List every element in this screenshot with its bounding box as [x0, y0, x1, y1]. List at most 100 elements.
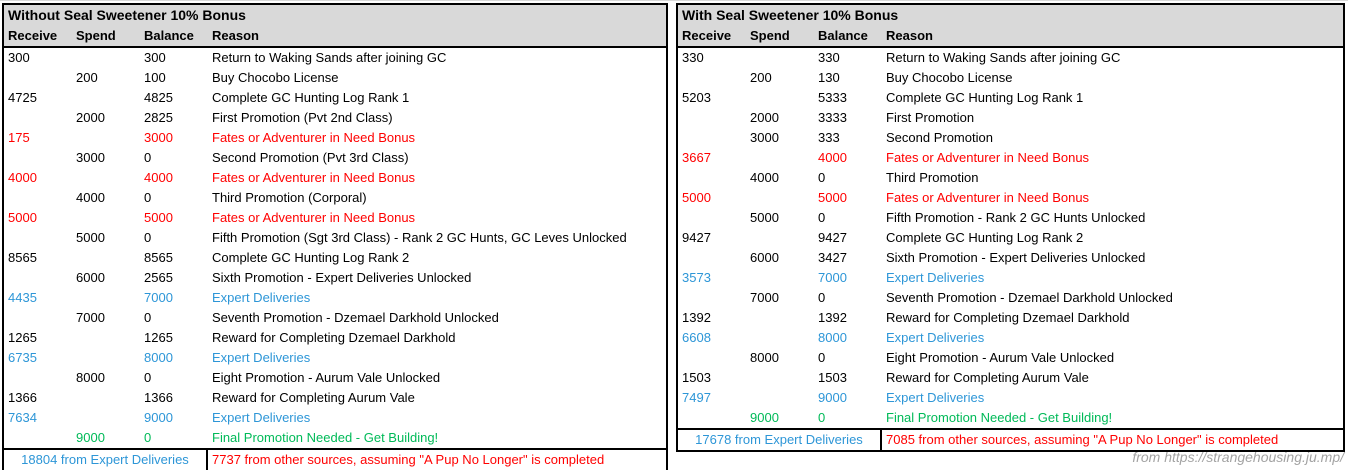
reason-cell[interactable]: Fates or Adventurer in Need Bonus — [212, 210, 416, 225]
balance-cell[interactable]: 5000 — [818, 190, 847, 205]
spend-cell[interactable]: 7000 — [76, 310, 105, 325]
balance-cell[interactable]: 2825 — [144, 110, 173, 125]
spend-cell[interactable] — [746, 88, 814, 108]
receive-cell[interactable]: 1265 — [8, 330, 37, 345]
receive-cell[interactable]: 1503 — [682, 370, 711, 385]
balance-cell[interactable]: 0 — [144, 230, 152, 245]
spend-cell[interactable] — [72, 328, 140, 348]
balance-cell[interactable]: 9427 — [818, 230, 847, 245]
receive-cell[interactable]: 6608 — [682, 330, 711, 345]
receive-cell[interactable] — [678, 68, 746, 88]
spend-cell[interactable]: 8000 — [76, 370, 105, 385]
spend-cell[interactable] — [72, 208, 140, 228]
reason-cell[interactable]: Second Promotion (Pvt 3rd Class) — [212, 150, 409, 165]
receive-cell[interactable]: 9427 — [682, 230, 711, 245]
spend-cell[interactable]: 3000 — [750, 130, 779, 145]
reason-cell[interactable]: Fates or Adventurer in Need Bonus — [886, 190, 1090, 205]
reason-cell[interactable]: Seventh Promotion - Dzemael Darkhold Unl… — [886, 290, 1173, 305]
spend-cell[interactable]: 3000 — [76, 150, 105, 165]
receive-cell[interactable] — [4, 268, 72, 288]
balance-cell[interactable]: 0 — [144, 150, 152, 165]
receive-cell[interactable] — [678, 208, 746, 228]
receive-cell[interactable] — [678, 168, 746, 188]
reason-cell[interactable]: Expert Deliveries — [212, 350, 311, 365]
reason-cell[interactable]: Buy Chocobo License — [212, 70, 339, 85]
balance-cell[interactable]: 8000 — [818, 330, 847, 345]
spend-cell[interactable] — [746, 268, 814, 288]
reason-cell[interactable]: Third Promotion — [886, 170, 979, 185]
balance-cell[interactable]: 3427 — [818, 250, 847, 265]
receive-cell[interactable] — [4, 428, 72, 448]
reason-cell[interactable]: First Promotion (Pvt 2nd Class) — [212, 110, 393, 125]
spend-cell[interactable] — [746, 388, 814, 408]
receive-cell[interactable]: 3573 — [682, 270, 711, 285]
receive-cell[interactable] — [678, 108, 746, 128]
spend-cell[interactable] — [72, 348, 140, 368]
spend-cell[interactable]: 2000 — [76, 110, 105, 125]
reason-cell[interactable]: Expert Deliveries — [886, 270, 985, 285]
reason-cell[interactable]: Expert Deliveries — [886, 330, 985, 345]
spend-cell[interactable]: 200 — [76, 70, 98, 85]
balance-cell[interactable]: 4825 — [144, 90, 173, 105]
reason-cell[interactable]: Sixth Promotion - Expert Deliveries Unlo… — [212, 270, 472, 285]
spend-cell[interactable]: 9000 — [750, 410, 779, 425]
reason-cell[interactable]: Complete GC Hunting Log Rank 2 — [886, 230, 1084, 245]
balance-cell[interactable]: 1503 — [818, 370, 847, 385]
reason-cell[interactable]: Sixth Promotion - Expert Deliveries Unlo… — [886, 250, 1146, 265]
spend-cell[interactable]: 6000 — [750, 250, 779, 265]
receive-cell[interactable]: 4725 — [8, 90, 37, 105]
balance-cell[interactable]: 300 — [144, 50, 166, 65]
balance-cell[interactable]: 0 — [818, 170, 826, 185]
spend-cell[interactable] — [746, 48, 814, 68]
reason-cell[interactable]: Reward for Completing Dzemael Darkhold — [212, 330, 456, 345]
receive-cell[interactable] — [4, 148, 72, 168]
balance-cell[interactable]: 5333 — [818, 90, 847, 105]
reason-cell[interactable]: Expert Deliveries — [212, 410, 311, 425]
receive-cell[interactable]: 3667 — [682, 150, 711, 165]
receive-cell[interactable] — [678, 248, 746, 268]
receive-cell[interactable] — [4, 68, 72, 88]
receive-cell[interactable]: 6735 — [8, 350, 37, 365]
reason-cell[interactable]: Final Promotion Needed - Get Building! — [886, 410, 1113, 425]
reason-cell[interactable]: Complete GC Hunting Log Rank 2 — [212, 250, 410, 265]
balance-cell[interactable]: 0 — [818, 410, 826, 425]
footer-other-sources-total[interactable]: 7737 from other sources, assuming "A Pup… — [212, 452, 605, 467]
spend-cell[interactable]: 4000 — [76, 190, 105, 205]
spend-cell[interactable]: 200 — [750, 70, 772, 85]
reason-cell[interactable]: Seventh Promotion - Dzemael Darkhold Unl… — [212, 310, 499, 325]
reason-cell[interactable]: Reward for Completing Dzemael Darkhold — [886, 310, 1130, 325]
reason-cell[interactable]: Buy Chocobo License — [886, 70, 1013, 85]
reason-cell[interactable]: Eight Promotion - Aurum Vale Unlocked — [886, 350, 1115, 365]
reason-cell[interactable]: Fates or Adventurer in Need Bonus — [886, 150, 1090, 165]
balance-cell[interactable]: 5000 — [144, 210, 173, 225]
reason-cell[interactable]: Reward for Completing Aurum Vale — [212, 390, 415, 405]
receive-cell[interactable] — [4, 308, 72, 328]
footer-expert-deliveries-total[interactable]: 17678 from Expert Deliveries — [678, 430, 882, 450]
spend-cell[interactable] — [72, 168, 140, 188]
receive-cell[interactable]: 1392 — [682, 310, 711, 325]
receive-cell[interactable] — [4, 108, 72, 128]
spend-cell[interactable] — [72, 388, 140, 408]
spend-cell[interactable]: 9000 — [76, 430, 105, 445]
spend-cell[interactable] — [72, 88, 140, 108]
balance-cell[interactable]: 130 — [818, 70, 840, 85]
spend-cell[interactable] — [746, 188, 814, 208]
balance-cell[interactable]: 7000 — [818, 270, 847, 285]
reason-cell[interactable]: Expert Deliveries — [886, 390, 985, 405]
receive-cell[interactable]: 5203 — [682, 90, 711, 105]
reason-cell[interactable]: Fifth Promotion (Sgt 3rd Class) - Rank 2… — [212, 230, 627, 245]
balance-cell[interactable]: 1265 — [144, 330, 173, 345]
receive-cell[interactable]: 8565 — [8, 250, 37, 265]
balance-cell[interactable]: 330 — [818, 50, 840, 65]
receive-cell[interactable] — [678, 288, 746, 308]
balance-cell[interactable]: 333 — [818, 130, 840, 145]
spend-cell[interactable] — [72, 248, 140, 268]
balance-cell[interactable]: 7000 — [144, 290, 173, 305]
balance-cell[interactable]: 8000 — [144, 350, 173, 365]
spend-cell[interactable] — [746, 308, 814, 328]
balance-cell[interactable]: 1392 — [818, 310, 847, 325]
balance-cell[interactable]: 0 — [818, 350, 826, 365]
reason-cell[interactable]: Eight Promotion - Aurum Vale Unlocked — [212, 370, 441, 385]
balance-cell[interactable]: 0 — [144, 430, 152, 445]
spend-cell[interactable]: 8000 — [750, 350, 779, 365]
